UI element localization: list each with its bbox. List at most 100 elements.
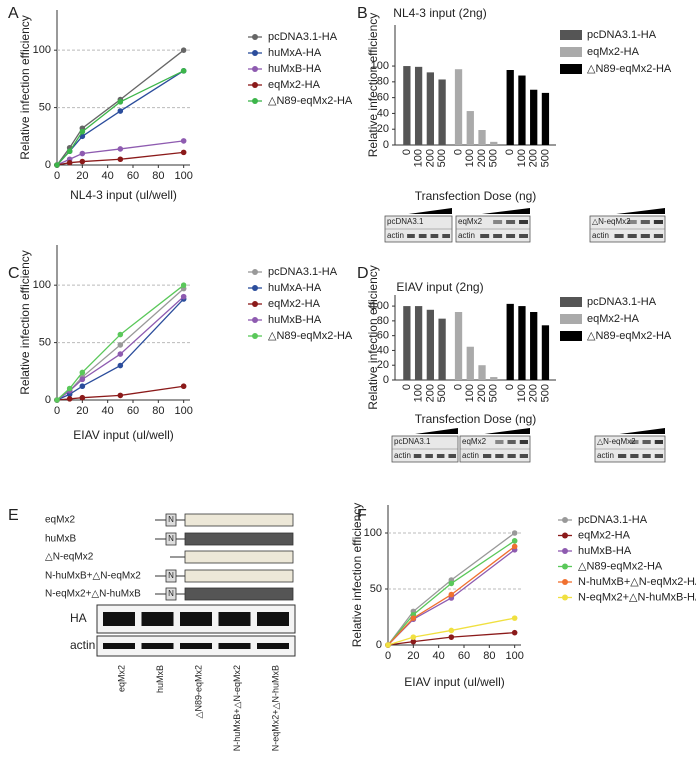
series-line (387, 617, 515, 646)
lane-label: N-huMxB+△N-eqMx2 (232, 665, 242, 751)
legend-marker (252, 301, 258, 307)
legend-label: pcDNA3.1-HA (587, 296, 657, 308)
data-point (511, 615, 518, 621)
series-line (387, 532, 516, 646)
x-tick-label: 100 (505, 650, 523, 662)
x-tick-label: 0 (401, 149, 413, 155)
band (425, 454, 433, 458)
band (653, 234, 663, 238)
x-tick-label: 500 (488, 149, 500, 167)
legend-label: eqMx2-HA (268, 79, 321, 91)
construct-bar (184, 513, 294, 527)
legend-label: huMxB-HA (268, 63, 322, 75)
y-tick-label: 100 (33, 279, 51, 291)
x-tick-label: 500 (539, 384, 551, 402)
x-tick-label: 500 (436, 384, 448, 402)
construct-label: N-eqMx2+△N-huMxB (45, 589, 141, 600)
legend-label: eqMx2-HA (268, 298, 321, 310)
blot-label: actin (592, 231, 609, 240)
y-tick-label: 0 (45, 159, 51, 171)
band (618, 454, 627, 458)
y-tick-label: 0 (45, 394, 51, 406)
blot-wedge (408, 208, 452, 214)
band (218, 643, 251, 649)
data-point (66, 148, 73, 155)
bar (478, 365, 486, 380)
legend-label: huMxA-HA (268, 47, 322, 59)
data-point (79, 383, 86, 390)
bar (506, 70, 514, 145)
x-tick-label: 0 (504, 384, 516, 390)
blot-label: actin (394, 451, 411, 460)
construct-bar (184, 569, 294, 583)
band (519, 220, 528, 224)
n-domain (165, 587, 177, 601)
bar (403, 66, 411, 145)
bar (454, 312, 463, 380)
band (640, 220, 650, 224)
lane-label: eqMx2 (116, 665, 126, 692)
y-tick-label: 100 (364, 527, 382, 539)
legend-marker (252, 66, 258, 72)
band (413, 454, 422, 458)
x-tick-label: 500 (488, 384, 500, 402)
lane-label: △N89-eqMx2 (193, 665, 203, 718)
y-axis-label: Relative infection efficiency (350, 503, 364, 648)
x-tick-label: 80 (152, 170, 164, 182)
data-point (410, 615, 417, 621)
x-tick-label: 20 (76, 170, 88, 182)
legend-label: pcDNA3.1-HA (587, 29, 657, 41)
y-tick-label: 20 (377, 123, 389, 135)
band (430, 234, 439, 238)
band (614, 234, 624, 238)
panel-letter: C (8, 265, 20, 282)
legend-marker (252, 82, 258, 88)
legend-swatch (560, 314, 582, 324)
data-point (448, 627, 455, 634)
x-tick-label: 60 (127, 405, 139, 417)
chart-title: NL4-3 input (2ng) (393, 6, 486, 20)
band (642, 440, 651, 444)
x-tick-label: 500 (436, 149, 448, 167)
data-point (385, 642, 391, 648)
x-tick-label: 20 (76, 405, 88, 417)
bar (414, 306, 423, 380)
blot-wedge (616, 208, 665, 214)
n-domain-label: N (168, 589, 174, 598)
bar (438, 79, 446, 145)
data-point (448, 580, 455, 587)
data-point (511, 538, 518, 544)
band (519, 454, 528, 458)
bar (438, 318, 446, 380)
data-point (117, 392, 124, 399)
data-point (117, 156, 124, 163)
band (642, 454, 651, 458)
bar (530, 312, 538, 380)
legend-swatch (560, 47, 582, 57)
band (257, 612, 289, 626)
n-domain (165, 532, 177, 546)
bar (454, 69, 463, 145)
legend-marker (252, 50, 258, 56)
legend-label: pcDNA3.1-HA (578, 514, 648, 526)
x-tick-label: 0 (385, 650, 391, 662)
blot-label: actin (387, 231, 404, 240)
data-point (448, 591, 455, 598)
legend-swatch (560, 331, 582, 341)
band (519, 234, 528, 238)
x-axis-label: NL4-3 input (ul/well) (70, 188, 177, 202)
x-tick-label: 60 (458, 650, 470, 662)
data-point (448, 634, 455, 640)
construct-label: N-huMxB+△N-eqMx2 (45, 571, 141, 582)
data-point (117, 362, 124, 369)
data-point (79, 128, 86, 135)
x-tick-label: 200 (424, 149, 436, 167)
legend-label: △N89-eqMx2-HA (268, 95, 353, 107)
x-tick-label: 0 (401, 384, 413, 390)
data-point (180, 383, 187, 390)
panel-letter: B (357, 5, 368, 22)
legend-marker (252, 285, 258, 291)
x-tick-label: 100 (174, 170, 192, 182)
x-tick-label: 200 (476, 149, 488, 167)
y-tick-label: 60 (377, 330, 389, 342)
